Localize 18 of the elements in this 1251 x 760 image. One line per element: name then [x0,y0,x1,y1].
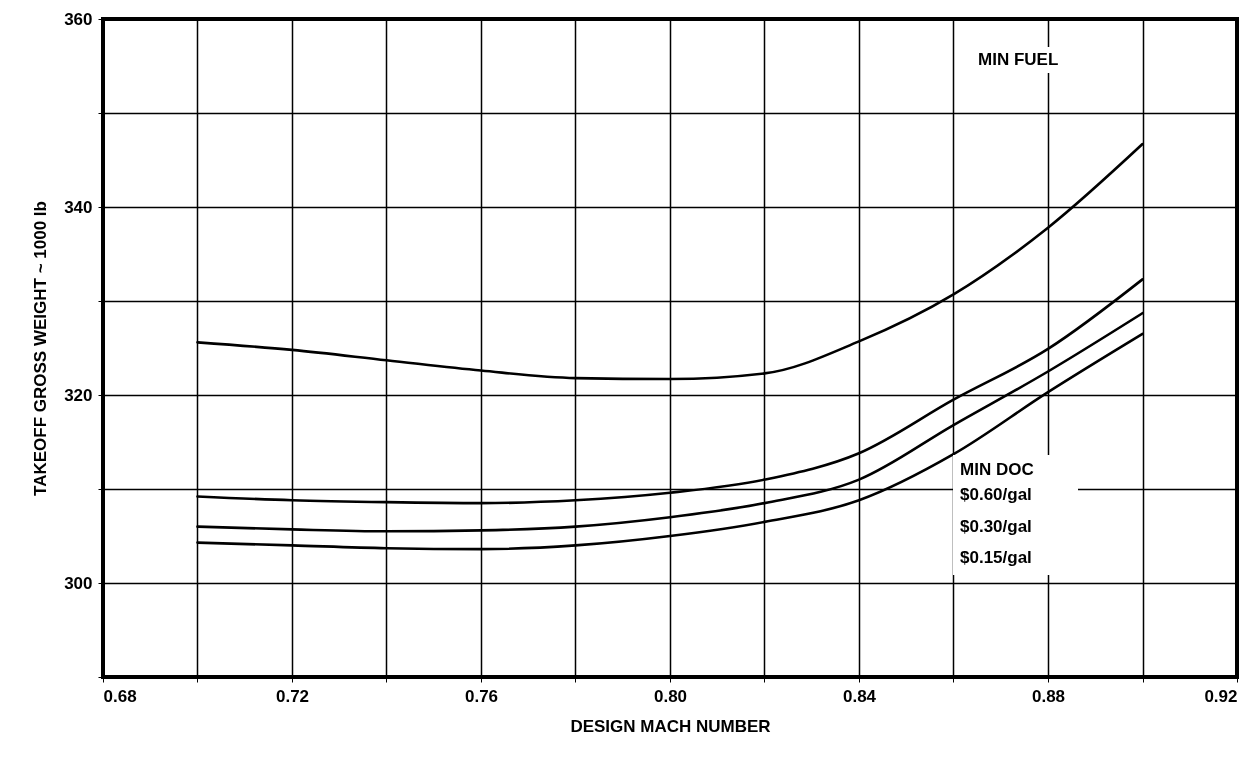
x-tick-label: 0.84 [842,686,877,706]
annotation: $0.15/gal [960,548,1032,567]
x-axis-title: DESIGN MACH NUMBER [570,716,771,736]
annotation: $0.30/gal [960,517,1032,536]
x-tick-label: 0.80 [653,686,688,706]
y-tick-label: 340 [64,197,93,217]
y-tick-label: 360 [64,9,93,29]
x-tick-label: 0.88 [1031,686,1066,706]
annotation: MIN DOC [960,460,1034,479]
x-tick-label: 0.92 [1204,686,1238,706]
y-tick-label: 320 [64,385,93,405]
x-tick-label: 0.72 [275,686,310,706]
y-axis-title: TAKEOFF GROSS WEIGHT ~ 1000 lb [31,201,51,496]
annotation: MIN FUEL [978,50,1059,69]
x-tick-label: 0.68 [103,686,137,706]
x-tick-label: 0.76 [464,686,499,706]
y-tick-label: 300 [64,573,93,593]
annotation: $0.60/gal [960,485,1032,504]
